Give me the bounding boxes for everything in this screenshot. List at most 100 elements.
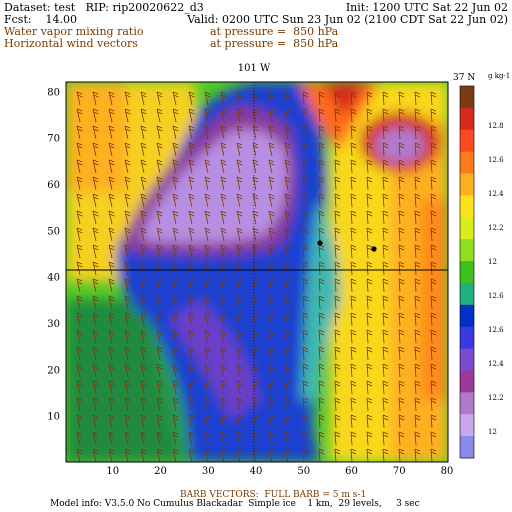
model-info: Model info: V3.5.0 No Cumulus Blackadar … (50, 499, 420, 509)
y-tick-label: 20 (47, 365, 60, 376)
wind-barb (172, 346, 179, 361)
wind-barb (92, 380, 99, 395)
wind-barb (318, 176, 325, 191)
wind-barb (284, 193, 291, 208)
wind-barb (204, 414, 211, 429)
wind-barb (284, 329, 291, 344)
wind-barb (318, 210, 325, 225)
wind-barb (302, 431, 309, 446)
x-tick-label: 20 (154, 466, 167, 477)
wind-barb (108, 91, 115, 106)
wind-barb (430, 363, 437, 378)
wind-barb (188, 397, 195, 412)
wind-barb (204, 346, 211, 361)
wind-barb (302, 227, 309, 242)
x-tick-label: 10 (106, 466, 119, 477)
wind-barb (414, 312, 421, 327)
wind-barb (398, 244, 405, 259)
wind-barb (92, 312, 99, 327)
wind-barb (108, 346, 115, 361)
wind-barb (188, 448, 195, 462)
wind-barb (220, 91, 227, 106)
wind-barb (236, 329, 243, 344)
y-tick-label: 80 (47, 87, 60, 98)
wind-barb (76, 363, 83, 378)
wind-barb (220, 176, 227, 191)
wind-barb (172, 414, 179, 429)
wind-barb (156, 142, 163, 157)
wind-barb (366, 329, 373, 344)
wind-barb (302, 295, 309, 310)
wind-barb (188, 108, 195, 123)
wind-barb (236, 346, 243, 361)
wind-barb (76, 227, 83, 242)
wind-barb (414, 210, 421, 225)
wind-barb (318, 227, 325, 242)
colorbar-swatch (460, 107, 474, 131)
wind-barb (350, 346, 357, 361)
wind-barb (382, 142, 389, 157)
wind-barb (252, 431, 259, 446)
wind-barb (318, 295, 325, 310)
wind-barb (108, 414, 115, 429)
wind-barb (430, 346, 437, 361)
wind-barb (398, 431, 405, 446)
wind-barb (350, 125, 357, 140)
wind-barb (140, 176, 147, 191)
wind-barb (382, 91, 389, 106)
wind-barb (220, 346, 227, 361)
wind-barb (334, 431, 341, 446)
wind-barb (414, 261, 421, 276)
wind-barb (140, 448, 147, 462)
wind-barb (204, 312, 211, 327)
wind-barb (366, 431, 373, 446)
wind-barb (334, 91, 341, 106)
wind-barb (172, 108, 179, 123)
wind-barb (108, 108, 115, 123)
wind-barb (284, 261, 291, 276)
wind-barb (220, 159, 227, 174)
wind-barb (268, 125, 275, 140)
wind-barb (204, 397, 211, 412)
wind-barb (382, 295, 389, 310)
wind-barb (268, 193, 275, 208)
wind-barb (156, 329, 163, 344)
wind-barb (284, 125, 291, 140)
wind-barb (284, 244, 291, 259)
wind-barb (204, 193, 211, 208)
wind-barb (76, 448, 83, 462)
wind-barb (108, 125, 115, 140)
wind-barb (366, 125, 373, 140)
wind-barb (140, 125, 147, 140)
wind-barb (172, 91, 179, 106)
wind-barb (398, 227, 405, 242)
wind-barb (140, 244, 147, 259)
top-longitude-label: 101 W (238, 63, 271, 74)
wind-barb (268, 278, 275, 293)
wind-barb (414, 431, 421, 446)
wind-barb (268, 244, 275, 259)
wind-barb (124, 363, 131, 378)
wind-barb (398, 125, 405, 140)
wind-barb (140, 108, 147, 123)
wind-barb (124, 431, 131, 446)
wind-barb (366, 278, 373, 293)
colorbar-label: 12.2 (488, 394, 504, 402)
wind-barb (172, 295, 179, 310)
wind-barb (236, 448, 243, 462)
wind-barb (334, 448, 341, 462)
valid-time: Valid: 0200 UTC Sun 23 Jun 02 (2100 CDT … (187, 13, 508, 26)
wind-barb (366, 397, 373, 412)
wind-barb (414, 159, 421, 174)
wind-barb (124, 346, 131, 361)
wind-barb (156, 261, 163, 276)
wind-barb (284, 312, 291, 327)
wind-barb (204, 142, 211, 157)
wind-barb (268, 448, 275, 462)
wind-barb (302, 380, 309, 395)
wind-barb (156, 380, 163, 395)
wind-barb (188, 210, 195, 225)
wind-barb (220, 431, 227, 446)
wind-barb (398, 312, 405, 327)
wind-barb (398, 346, 405, 361)
